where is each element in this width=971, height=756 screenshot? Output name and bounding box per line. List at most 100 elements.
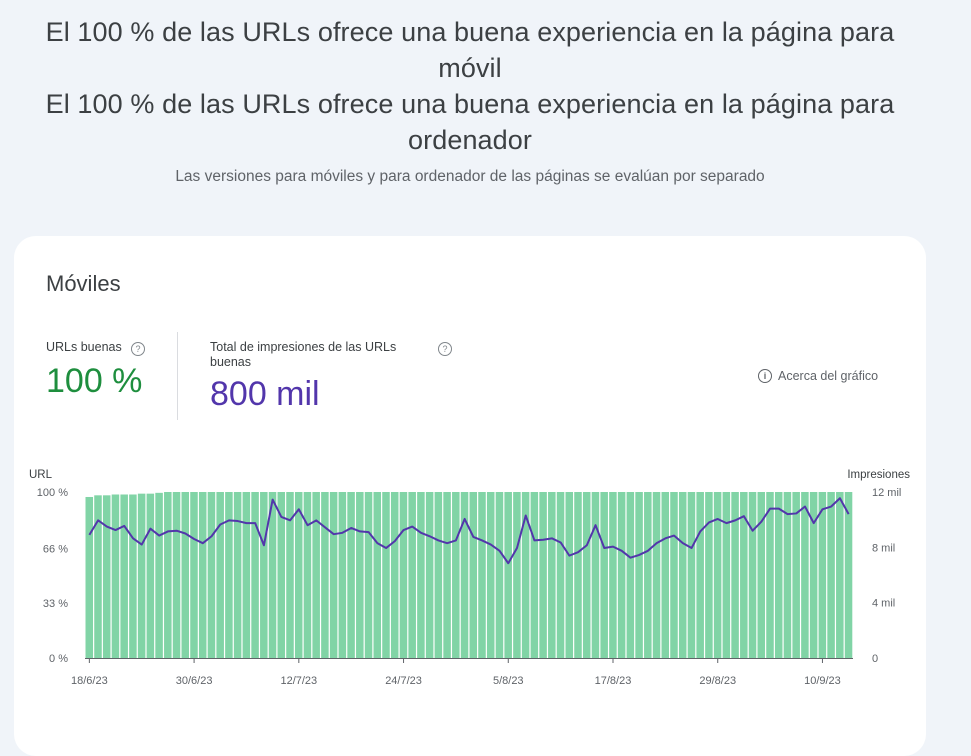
bar [347, 492, 355, 658]
x-tick-label: 12/7/23 [280, 675, 317, 687]
bar [303, 492, 312, 658]
bar [678, 492, 687, 658]
bar [102, 495, 111, 658]
bar [495, 492, 504, 658]
about-chart-link[interactable]: i Acerca del gráfico [758, 369, 878, 383]
bar [399, 492, 408, 658]
page-subtitle: Las versiones para móviles y para ordena… [175, 168, 765, 185]
bar [521, 492, 530, 658]
headline-mobile: El 100 % de las URLs ofrece una buena ex… [45, 17, 895, 83]
bar [635, 492, 643, 658]
bar [809, 492, 818, 658]
bar [120, 494, 128, 658]
bar [443, 492, 451, 658]
bar [260, 492, 268, 658]
right-tick-label: 8 mil [872, 542, 895, 554]
bar [390, 492, 399, 658]
bar [382, 492, 390, 658]
left-tick-label: 100 % [37, 487, 68, 499]
metric-impressions-label: Total de impresiones de las URLs buenas [210, 340, 397, 369]
bar [172, 492, 181, 658]
metric-good-urls-value: 100 % [46, 362, 143, 400]
metric-divider [177, 332, 178, 420]
bar [216, 492, 224, 658]
bar [609, 492, 617, 658]
bar [530, 492, 539, 658]
bar [364, 492, 373, 658]
bar [129, 494, 137, 658]
x-tick-label: 29/8/23 [699, 675, 736, 687]
bar [696, 492, 704, 658]
bar [312, 492, 320, 658]
bar [617, 492, 626, 658]
bar [233, 492, 242, 658]
bar [329, 492, 338, 658]
bar [574, 492, 582, 658]
bar [294, 492, 303, 658]
bar [181, 492, 190, 658]
bar [661, 492, 670, 658]
bar [818, 492, 827, 658]
bar [792, 492, 800, 658]
bar [783, 492, 792, 658]
bar [338, 492, 347, 658]
help-icon[interactable]: ? [131, 342, 145, 356]
bar [705, 492, 713, 658]
x-tick-label: 30/6/23 [176, 675, 213, 687]
bar [836, 492, 844, 658]
bar [504, 492, 512, 658]
bar [548, 492, 556, 658]
bar [670, 492, 678, 658]
bar [844, 492, 853, 658]
bar [713, 492, 722, 658]
left-axis-title: URL [29, 469, 53, 481]
right-tick-label: 4 mil [872, 598, 895, 610]
right-axis-title: Impresiones [847, 469, 910, 481]
bar [757, 492, 766, 658]
about-chart-label: Acerca del gráfico [778, 369, 879, 383]
bar [652, 492, 661, 658]
bar [801, 492, 809, 658]
bar [356, 492, 364, 658]
bar [111, 494, 120, 658]
metric-impressions[interactable]: Total de impresiones de las URLs buenas … [210, 340, 430, 414]
card-title: Móviles [46, 271, 121, 296]
bar [277, 492, 286, 658]
bar [94, 495, 102, 658]
bar [591, 492, 600, 658]
help-icon[interactable]: ? [438, 342, 452, 356]
right-tick-label: 12 mil [872, 487, 901, 499]
bar [137, 493, 146, 658]
bar [460, 492, 469, 658]
bar [731, 492, 739, 658]
bar [774, 492, 783, 658]
left-tick-label: 33 % [43, 598, 68, 610]
bar [486, 492, 495, 658]
bar [373, 492, 382, 658]
bar [321, 492, 329, 658]
bar [478, 492, 486, 658]
impressions-line [88, 497, 850, 565]
bar [556, 492, 565, 658]
bar [434, 492, 443, 658]
bar [164, 492, 172, 658]
bar [565, 492, 574, 658]
x-tick-label: 5/8/23 [493, 675, 524, 687]
impressions-chart[interactable]: URL Impresiones 100 % 66 % 33 % 0 % 12 mil 8 mi… [14, 460, 914, 690]
bar [417, 492, 425, 658]
bar [190, 492, 198, 658]
bar [207, 492, 216, 658]
bar [268, 492, 277, 658]
metric-impressions-value: 800 mil [210, 375, 320, 413]
bar [425, 492, 434, 658]
bar [827, 492, 835, 658]
info-icon: i [758, 369, 772, 383]
metric-good-urls[interactable]: URLs buenas 100 % [46, 340, 166, 401]
bar [286, 492, 294, 658]
bar [600, 492, 608, 658]
bar [582, 492, 591, 658]
bar [146, 493, 155, 658]
left-tick-label: 0 % [49, 653, 68, 665]
bar [85, 496, 94, 658]
bar [251, 492, 259, 658]
